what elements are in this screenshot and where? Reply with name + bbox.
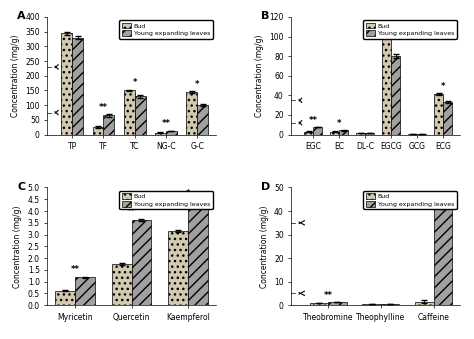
Text: *: *: [431, 193, 436, 202]
Bar: [188, 201, 208, 305]
Bar: [434, 94, 443, 135]
Legend: Bud, Young expanding leaves: Bud, Young expanding leaves: [119, 20, 213, 39]
Bar: [408, 134, 417, 135]
Legend: Bud, Young expanding leaves: Bud, Young expanding leaves: [119, 191, 213, 210]
Text: D: D: [261, 182, 270, 192]
Bar: [434, 206, 452, 305]
Bar: [328, 302, 346, 305]
Bar: [166, 131, 177, 135]
Bar: [443, 102, 452, 135]
Bar: [112, 264, 132, 305]
Bar: [339, 131, 348, 135]
Legend: Bud, Young expanding leaves: Bud, Young expanding leaves: [364, 191, 456, 210]
Text: **: **: [99, 103, 108, 112]
Text: *: *: [132, 78, 137, 87]
Bar: [391, 56, 400, 135]
Bar: [186, 92, 197, 135]
Text: **: **: [324, 291, 333, 300]
Bar: [135, 96, 146, 135]
Text: **: **: [162, 119, 171, 128]
Bar: [365, 133, 374, 135]
Legend: Bud, Young expanding leaves: Bud, Young expanding leaves: [364, 20, 456, 39]
Text: **: **: [127, 207, 136, 216]
Bar: [356, 133, 365, 135]
Text: *: *: [337, 119, 342, 128]
Bar: [75, 277, 95, 305]
Bar: [103, 116, 114, 135]
Bar: [61, 33, 72, 135]
Bar: [132, 220, 151, 305]
Bar: [417, 134, 426, 135]
Text: C: C: [17, 182, 25, 192]
Bar: [155, 133, 166, 135]
Text: **: **: [309, 116, 318, 125]
Y-axis label: Concentration (mg/g): Concentration (mg/g): [260, 205, 268, 287]
Bar: [415, 302, 434, 305]
Bar: [381, 304, 400, 305]
Text: A: A: [17, 11, 26, 21]
Bar: [197, 105, 208, 135]
Bar: [313, 127, 322, 135]
Bar: [124, 91, 135, 135]
Text: *: *: [186, 188, 191, 198]
Y-axis label: Concentration (mg/g): Concentration (mg/g): [13, 205, 22, 287]
Text: **: **: [70, 265, 79, 274]
Text: *: *: [441, 82, 445, 91]
Bar: [92, 127, 103, 135]
Bar: [168, 231, 188, 305]
Bar: [363, 304, 381, 305]
Bar: [330, 132, 339, 135]
Bar: [310, 303, 328, 305]
Y-axis label: Concentration (mg/g): Concentration (mg/g): [255, 35, 264, 117]
Bar: [72, 38, 83, 135]
Y-axis label: Concentration (mg/g): Concentration (mg/g): [10, 35, 19, 117]
Bar: [304, 132, 313, 135]
Text: *: *: [195, 80, 200, 89]
Bar: [55, 291, 75, 305]
Text: B: B: [261, 11, 270, 21]
Text: *: *: [389, 23, 393, 32]
Bar: [382, 36, 391, 135]
